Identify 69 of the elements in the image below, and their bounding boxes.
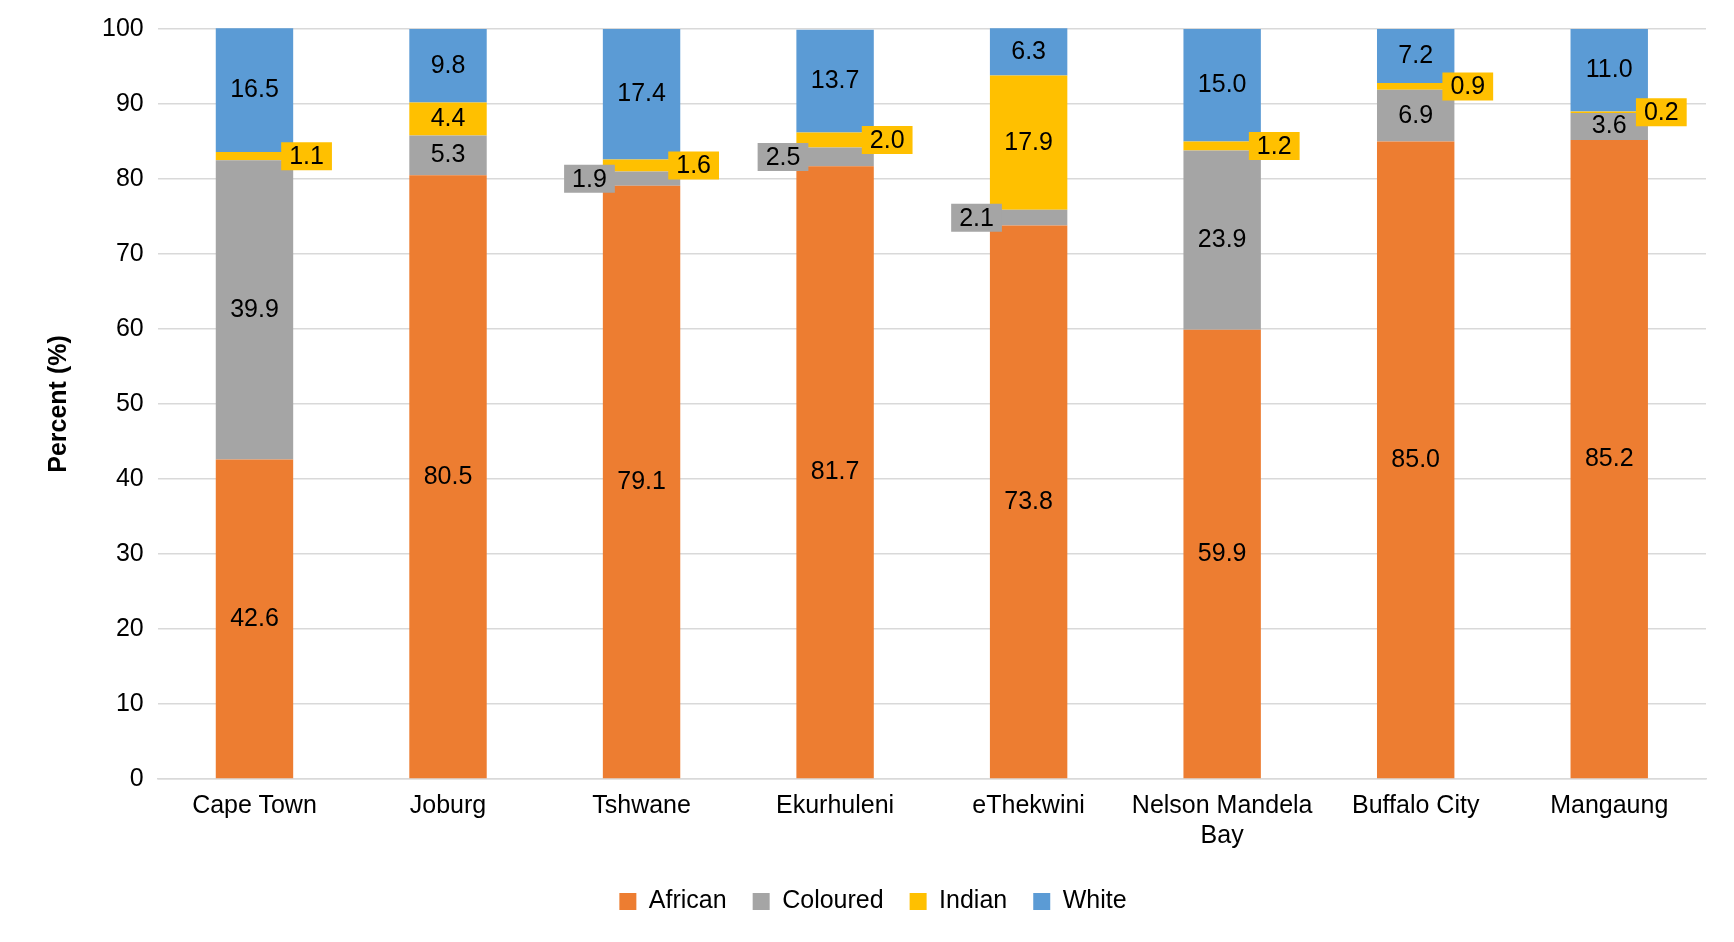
- legend-label: White: [1062, 885, 1127, 914]
- x-tick-label: Tshwane: [592, 789, 691, 818]
- bar: [409, 102, 487, 136]
- data-label: 5.3: [430, 139, 466, 168]
- bar: [1570, 140, 1648, 779]
- y-tick-label: 100: [101, 12, 144, 41]
- data-label: 39.9: [230, 293, 279, 322]
- data-label: 0.9: [1450, 71, 1486, 100]
- x-tick-label: eThekwini: [972, 789, 1085, 818]
- data-label: 6.9: [1398, 99, 1434, 128]
- data-label: 79.1: [617, 465, 666, 494]
- data-label: 42.6: [230, 602, 279, 631]
- data-label: 85.0: [1391, 443, 1441, 472]
- data-label: 13.7: [810, 65, 860, 94]
- bar: [409, 135, 487, 176]
- data-label: 80.5: [423, 460, 473, 489]
- y-tick-label: 60: [115, 312, 144, 341]
- bar: [1376, 141, 1455, 779]
- data-label: 59.9: [1197, 537, 1247, 566]
- data-label: 11.0: [1585, 54, 1633, 83]
- x-tick-label: Ekurhuleni: [776, 789, 895, 818]
- data-label: 16.5: [230, 74, 279, 103]
- bar: [796, 166, 874, 779]
- data-label: 1.6: [676, 150, 712, 179]
- data-label: 2.5: [765, 141, 801, 170]
- data-label: 17.9: [1004, 126, 1053, 155]
- y-tick-label: 10: [115, 687, 144, 716]
- data-label: 17.4: [617, 78, 666, 107]
- data-label: 2.1: [959, 202, 994, 231]
- data-label: 6.3: [1011, 35, 1047, 64]
- bar: [989, 28, 1068, 76]
- y-tick-label: 90: [115, 87, 144, 116]
- legend-label: African: [648, 885, 727, 914]
- data-label: 9.8: [430, 49, 466, 78]
- data-label: 3.6: [1591, 110, 1627, 139]
- y-tick-label: 70: [115, 237, 144, 266]
- bar: [409, 175, 487, 779]
- x-tick-label: Mangaung: [1550, 789, 1669, 818]
- bar: [602, 185, 681, 779]
- data-label: 4.4: [430, 102, 466, 131]
- y-tick-label: 80: [115, 162, 144, 191]
- bar: [1183, 329, 1261, 779]
- data-label: 23.9: [1197, 224, 1247, 253]
- x-tick-label: Joburg: [409, 789, 487, 818]
- y-tick-label: 20: [115, 612, 144, 641]
- data-label: 73.8: [1004, 485, 1053, 514]
- x-tick-label: Cape Town: [192, 789, 317, 818]
- y-tick-label: 0: [129, 762, 144, 791]
- data-label: 1.1: [289, 141, 324, 170]
- bar: [989, 225, 1068, 779]
- y-tick-label: 40: [115, 462, 144, 491]
- data-label: 1.2: [1256, 130, 1292, 159]
- bar: [215, 459, 294, 779]
- x-tick-label: Buffalo City: [1352, 789, 1480, 818]
- legend-label: Coloured: [782, 885, 884, 914]
- data-label: 81.7: [810, 456, 860, 485]
- data-label: 0.2: [1643, 97, 1679, 126]
- bar: [989, 75, 1068, 210]
- y-tick-label: 30: [115, 537, 144, 566]
- data-label: 15.0: [1197, 69, 1247, 98]
- bar: [409, 29, 487, 103]
- x-tick-label: Nelson Mandela Bay: [1131, 789, 1313, 848]
- data-label: 1.9: [572, 163, 607, 192]
- data-label: 2.0: [869, 124, 905, 153]
- y-axis-title: Percent (%): [42, 335, 71, 473]
- y-tick-label: 50: [115, 387, 144, 416]
- legend-label: Indian: [939, 885, 1008, 914]
- data-label: 7.2: [1398, 39, 1434, 68]
- data-label: 85.2: [1584, 443, 1634, 472]
